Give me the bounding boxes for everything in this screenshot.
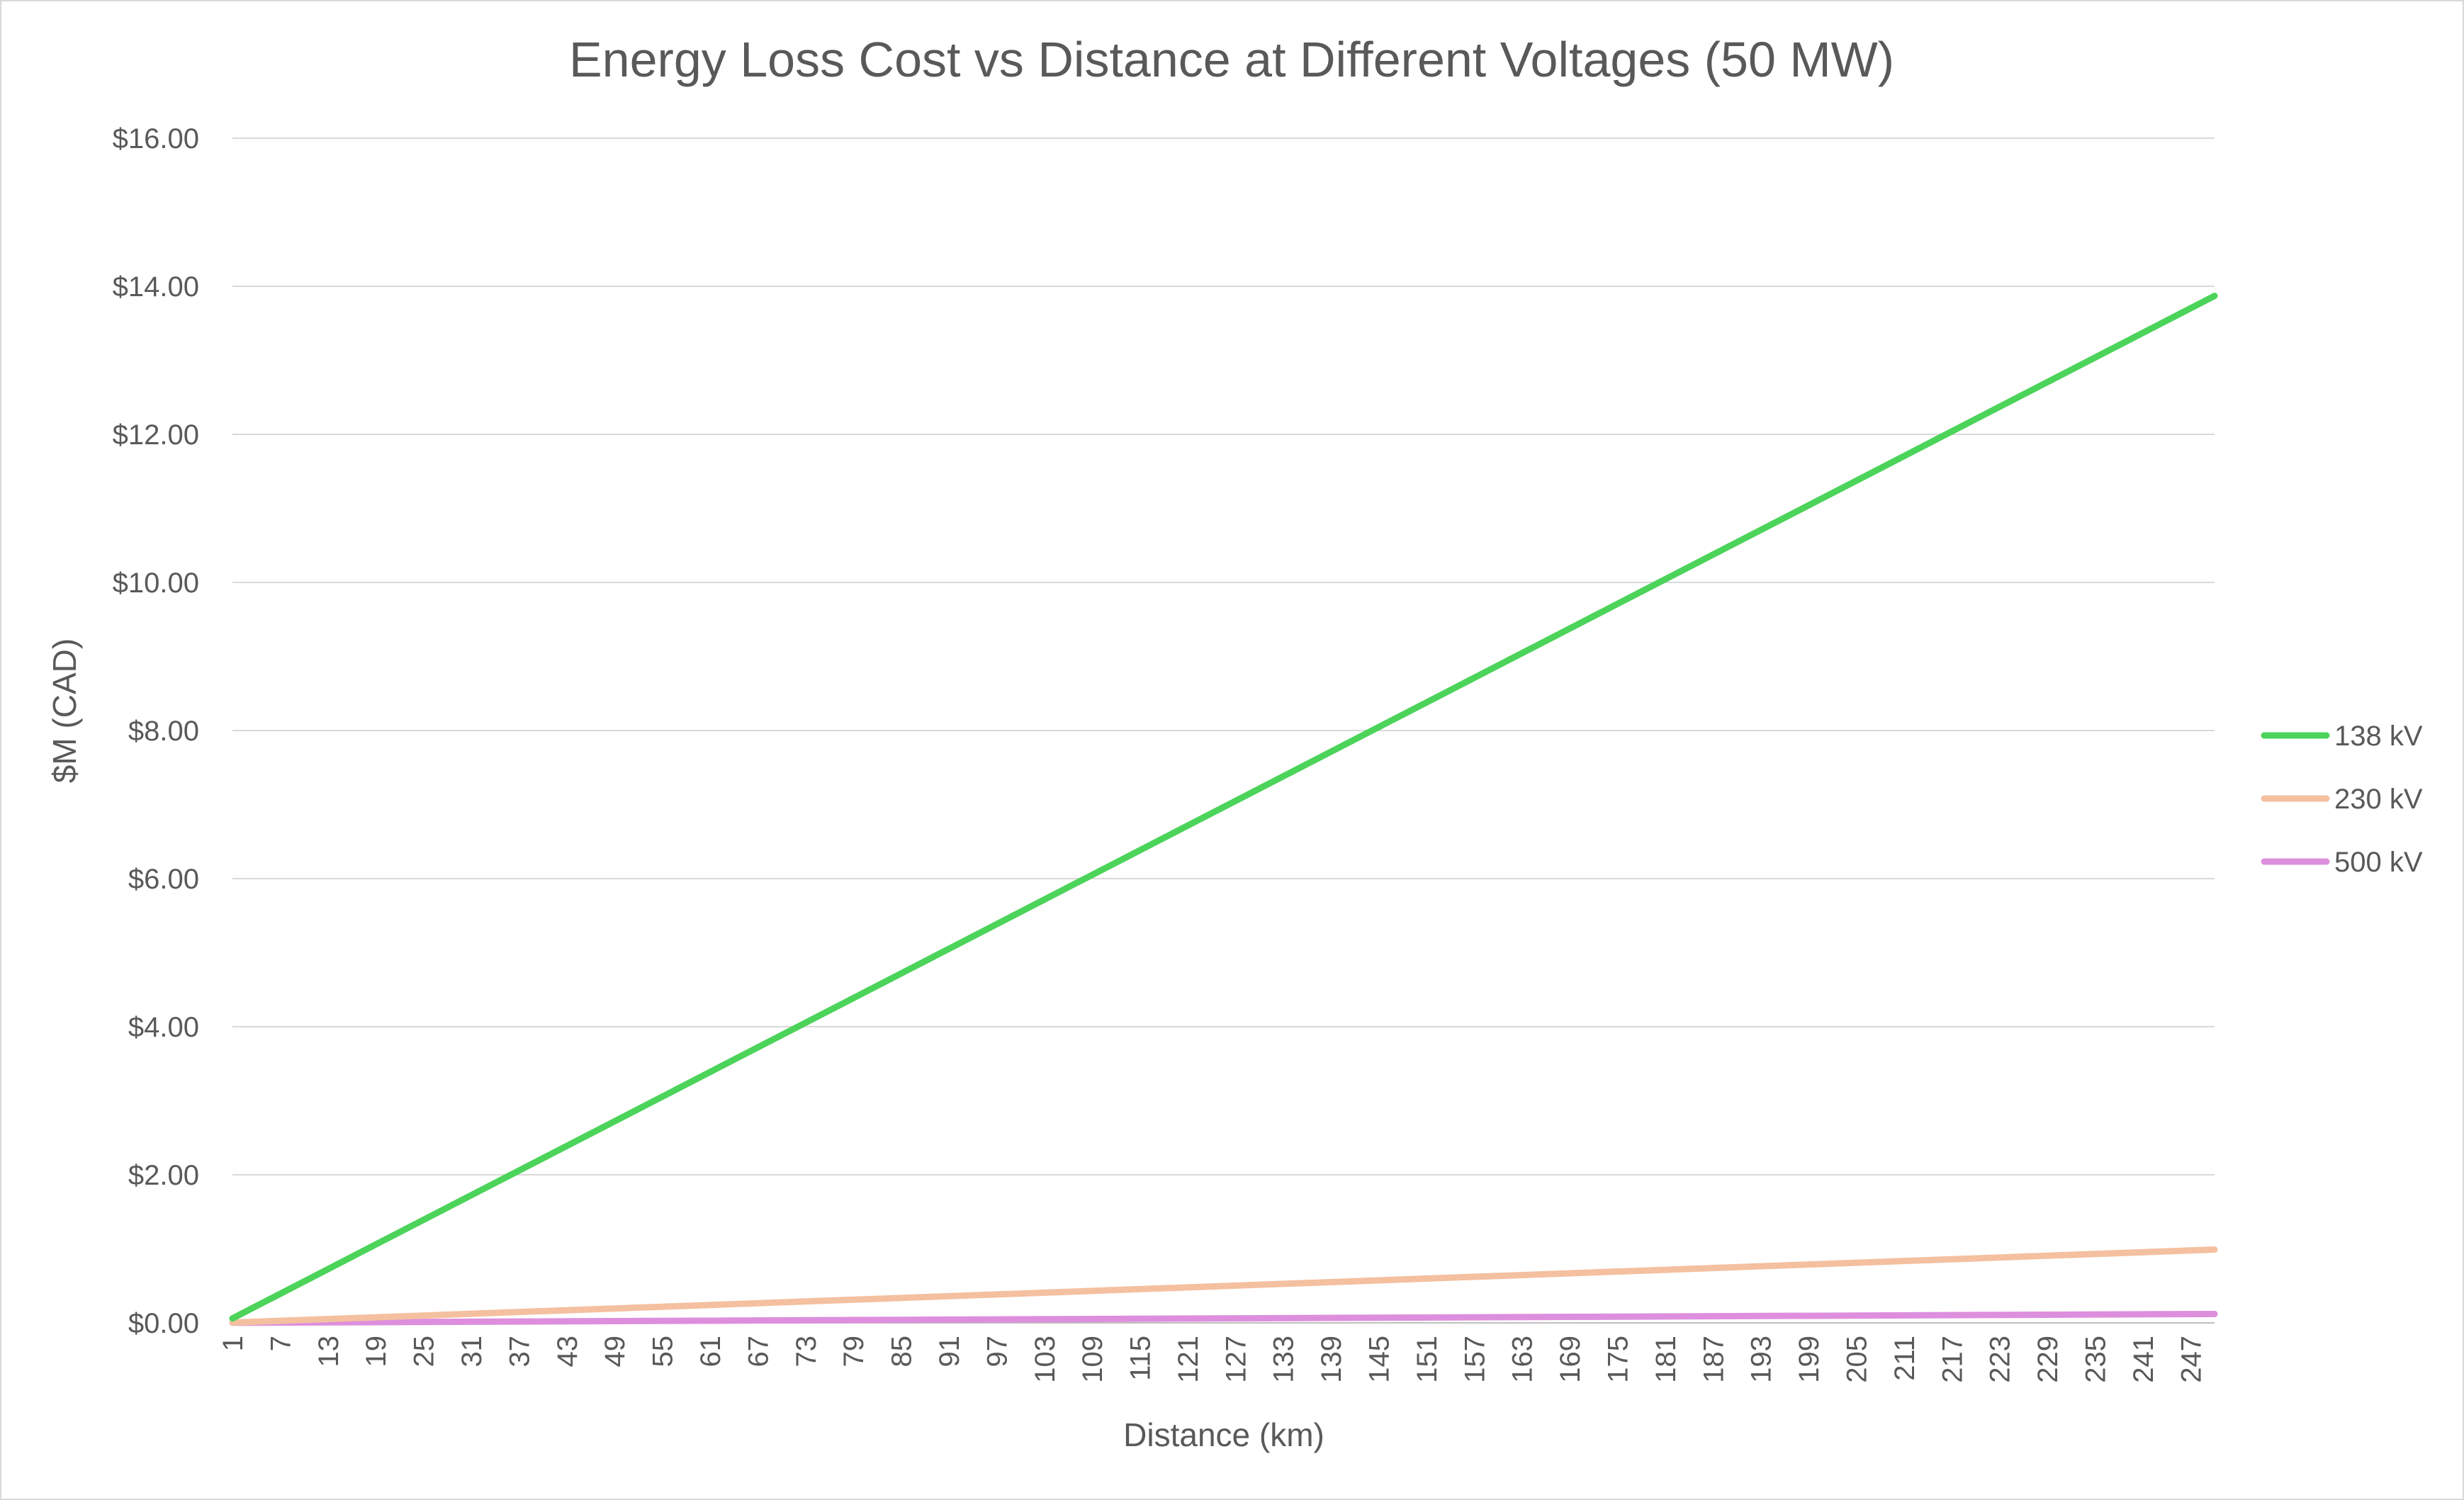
x-tick-label: 139 (1316, 1336, 1347, 1383)
legend-label-500-kv: 500 kV (2334, 847, 2423, 878)
y-axis-title: $M (CAD) (46, 638, 83, 783)
x-tick-label: 79 (838, 1336, 870, 1368)
legend: 138 kV 230 kV 500 kV (2261, 721, 2423, 878)
x-tick-label: 211 (1889, 1336, 1920, 1381)
x-tick-label: 217 (1937, 1336, 1968, 1383)
x-tick-label: 1 (218, 1336, 249, 1351)
x-tick-label: 145 (1364, 1336, 1395, 1383)
y-tick-label: $8.00 (128, 716, 199, 747)
y-tick-label: $16.00 (113, 123, 199, 154)
series-line-138-kv (229, 293, 2218, 1322)
x-tick-label: 175 (1603, 1336, 1634, 1383)
x-tick-label: 7 (265, 1336, 296, 1351)
x-tick-label: 61 (695, 1336, 726, 1368)
x-axis-title: Distance (km) (1123, 1416, 1324, 1453)
legend-label-230-kv: 230 kV (2334, 784, 2423, 815)
x-tick-label: 169 (1555, 1336, 1586, 1383)
x-tick-label: 235 (2081, 1336, 2112, 1383)
x-tick-label: 85 (887, 1336, 918, 1368)
series-line-230-kv (229, 1246, 2218, 1326)
y-tick-label: $12.00 (113, 419, 199, 451)
series-line-500-kv (229, 1310, 2218, 1326)
y-tick-label: $6.00 (128, 864, 199, 895)
x-tick-label: 37 (504, 1336, 535, 1368)
x-tick-label: 73 (791, 1336, 822, 1368)
x-tick-label: 109 (1077, 1336, 1108, 1383)
x-tick-label: 223 (1985, 1336, 2016, 1383)
x-tick-label: 25 (409, 1336, 440, 1368)
x-tick-label: 193 (1746, 1336, 1777, 1383)
chart-title: Energy Loss Cost vs Distance at Differen… (569, 32, 1894, 87)
x-tick-label: 49 (600, 1336, 631, 1368)
x-tick-label: 241 (2128, 1336, 2159, 1383)
x-tick-label: 13 (313, 1336, 344, 1368)
x-tick-label: 67 (743, 1336, 774, 1368)
y-tick-label: $10.00 (113, 568, 199, 599)
y-tick-label: $2.00 (128, 1160, 199, 1191)
x-tick-label: 91 (934, 1336, 965, 1368)
x-tick-label: 157 (1459, 1336, 1490, 1383)
x-tick-label: 55 (648, 1336, 679, 1368)
series-lines (229, 293, 2218, 1326)
x-tick-label: 103 (1030, 1336, 1061, 1383)
x-tick-label: 121 (1173, 1336, 1204, 1383)
grid-lines (232, 137, 2215, 1324)
x-tick-label: 205 (1842, 1336, 1873, 1383)
x-tick-label: 181 (1650, 1336, 1682, 1383)
x-tick-label: 127 (1220, 1336, 1251, 1383)
x-axis-tick-labels: 1 7 13 19 25 31 37 43 49 55 61 67 73 79 85 91 97 103 109 11… (218, 1336, 2207, 1383)
x-tick-label: 187 (1698, 1336, 1729, 1383)
y-tick-label: $14.00 (113, 271, 199, 303)
y-tick-label: $0.00 (128, 1308, 199, 1339)
y-axis-tick-labels: $0.00 $2.00 $4.00 $6.00 $8.00 $10.00 $12.00 $14… (113, 123, 199, 1339)
x-tick-label: 43 (552, 1336, 583, 1368)
y-tick-label: $4.00 (128, 1012, 199, 1043)
x-tick-label: 199 (1794, 1336, 1825, 1383)
x-tick-label: 19 (361, 1336, 392, 1368)
x-tick-label: 31 (456, 1336, 488, 1368)
x-tick-label: 97 (981, 1336, 1013, 1368)
x-tick-label: 163 (1507, 1336, 1538, 1383)
x-tick-label: 115 (1125, 1336, 1157, 1381)
legend-label-138-kv: 138 kV (2334, 721, 2423, 752)
x-tick-label: 229 (2032, 1336, 2064, 1383)
x-tick-label: 247 (2176, 1336, 2207, 1383)
x-tick-label: 133 (1268, 1336, 1300, 1383)
x-tick-label: 151 (1412, 1336, 1443, 1383)
